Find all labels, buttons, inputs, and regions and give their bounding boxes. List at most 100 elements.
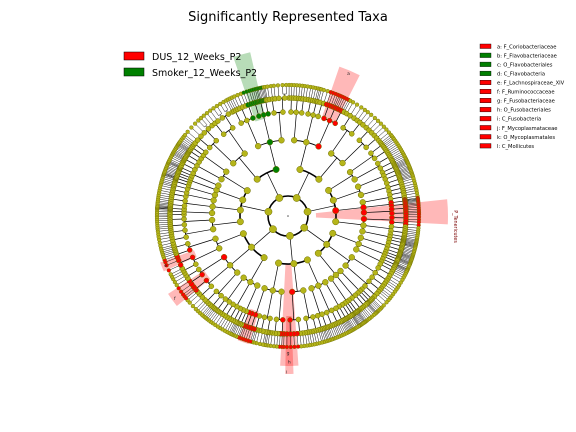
taxa-legend-swatch xyxy=(479,52,492,58)
branch-radial xyxy=(223,175,248,191)
taxa-legend-swatch xyxy=(479,125,492,131)
taxa-legend-label: b: F_Flavobacteriaceae xyxy=(497,53,557,59)
leaf-node xyxy=(182,132,188,138)
taxon-node xyxy=(298,110,305,116)
taxon-node xyxy=(369,274,375,280)
taxon-node xyxy=(226,299,233,305)
taxon-node xyxy=(314,249,322,257)
leaf-node xyxy=(168,272,173,277)
branch-radial xyxy=(326,244,350,262)
branch-radial xyxy=(278,291,282,320)
taxon-node xyxy=(260,254,268,262)
highlight-sector xyxy=(168,270,211,306)
taxon-node xyxy=(177,262,184,268)
tree-nodes xyxy=(154,82,422,350)
branch-radial xyxy=(291,291,295,320)
taxon-node xyxy=(182,227,188,234)
leaf-node xyxy=(384,127,389,132)
taxon-node xyxy=(308,285,315,292)
taxon-node xyxy=(209,203,216,210)
taxon-node xyxy=(220,131,227,138)
taxon-node xyxy=(337,267,344,275)
clade-letter-a: a xyxy=(347,72,350,77)
taxon-node xyxy=(198,133,204,140)
taxon-node xyxy=(278,288,285,295)
taxon-node xyxy=(206,144,213,151)
leaf-node xyxy=(381,124,386,129)
taxon-node xyxy=(296,166,304,173)
taxa-legend-label: d: C_Flavobacteria xyxy=(497,71,545,77)
branch-radial xyxy=(184,219,213,222)
taxon-node xyxy=(254,142,262,150)
leaf-node xyxy=(271,83,276,88)
chart-title: Significantly Represented Taxa xyxy=(188,10,388,25)
taxon-node xyxy=(240,274,247,281)
taxon-node xyxy=(267,315,273,322)
leaf-node xyxy=(369,112,374,117)
taxon-node xyxy=(328,150,335,157)
taxon-node xyxy=(327,275,335,282)
taxon-node xyxy=(315,175,323,183)
taxon-node xyxy=(347,112,353,119)
taxa-legend-label: k: O_Mycoplasmatales xyxy=(497,135,555,141)
taxon-node xyxy=(201,130,208,136)
taxon-node xyxy=(323,240,331,248)
leaf-node xyxy=(218,101,223,107)
taxon-node xyxy=(354,183,362,190)
taxon-node xyxy=(229,125,236,131)
taxon-node xyxy=(248,243,255,251)
leaf-node xyxy=(189,125,194,130)
taxon-node xyxy=(340,125,346,131)
taxon-node xyxy=(278,137,285,144)
taxon-node xyxy=(326,117,333,124)
taxon-node xyxy=(215,118,221,124)
branch-radial xyxy=(351,257,376,273)
leaf-node xyxy=(288,344,293,350)
branch-radial xyxy=(330,278,348,302)
branch-radial xyxy=(188,238,216,248)
taxon-node xyxy=(276,95,282,102)
taxon-node xyxy=(261,314,268,321)
taxa-legend-label: j: F_Mycoplasmataceae xyxy=(496,126,557,132)
taxon-node xyxy=(303,315,309,322)
taxon-node xyxy=(218,176,225,183)
leaf-node xyxy=(166,268,171,273)
leaf-node xyxy=(208,108,213,113)
taxa-legend-label: l: C_Mollicutes xyxy=(497,144,534,150)
branch-radial xyxy=(330,130,348,154)
taxa-legend-swatch xyxy=(479,134,492,140)
branch-radial xyxy=(360,237,388,247)
branch-radial xyxy=(238,157,258,180)
taxa-legend-swatch xyxy=(479,61,492,67)
taxon-node xyxy=(353,246,360,253)
branch-radial xyxy=(333,190,360,201)
branch-radial xyxy=(200,256,225,273)
taxon-node xyxy=(315,143,322,150)
taxon-node xyxy=(368,150,374,156)
taxon-node xyxy=(303,207,312,216)
taxon-node xyxy=(287,317,293,323)
branch-radial xyxy=(293,112,297,141)
taxon-node xyxy=(247,278,254,286)
branch-radial xyxy=(245,285,258,312)
branch-radial xyxy=(363,203,392,208)
branch-radial xyxy=(293,263,298,292)
branch-radial xyxy=(358,243,385,255)
taxon-node xyxy=(329,229,337,237)
branch-radial xyxy=(212,143,234,164)
taxa-legend-label: e: F_Lachnospiraceae_XIV xyxy=(497,81,565,87)
taxon-node xyxy=(266,139,274,146)
leaf-node xyxy=(257,341,263,347)
branch-radial xyxy=(362,196,391,203)
taxon-node xyxy=(215,182,222,189)
branch-radial xyxy=(311,288,321,316)
taxon-node xyxy=(303,256,311,264)
taxon-node xyxy=(181,203,188,209)
branch-radial xyxy=(354,165,380,180)
taxon-node xyxy=(203,149,209,156)
taxa-legend-label: a: F_Coriobacteriaceae xyxy=(497,44,556,50)
taxa-legend-label: h: O_Fusobacteriales xyxy=(497,108,551,114)
taxon-node xyxy=(260,112,267,118)
taxon-node xyxy=(186,247,193,253)
taxon-node xyxy=(196,266,202,273)
